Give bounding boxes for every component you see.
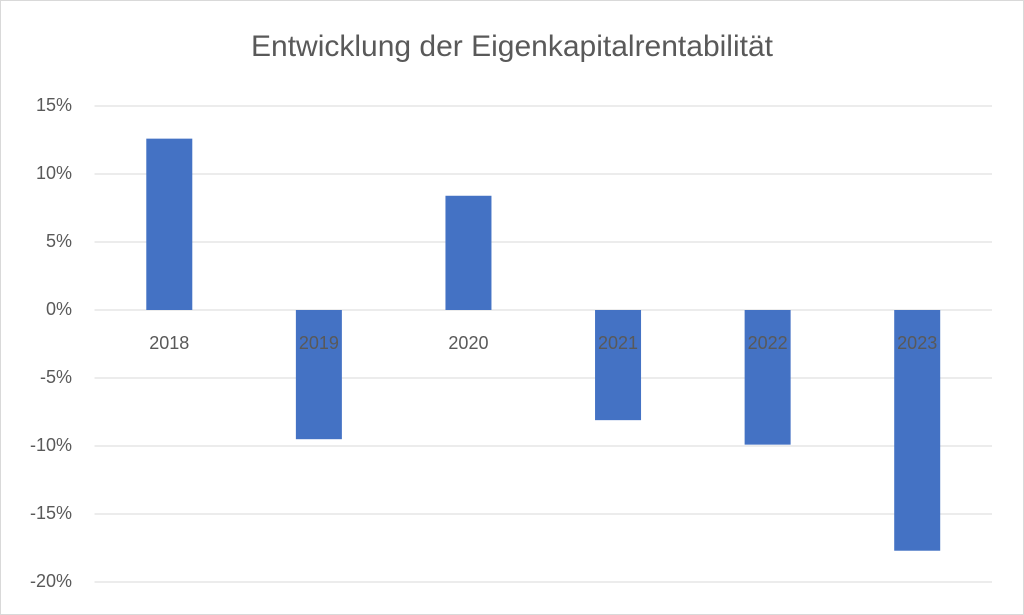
y-tick-label: -10% (30, 435, 72, 455)
x-tick-label: 2023 (897, 333, 937, 353)
x-tick-label: 2021 (598, 333, 638, 353)
y-tick-label: 10% (36, 163, 72, 183)
bar (744, 310, 791, 445)
chart-title: Entwicklung der Eigenkapitalrentabilität (251, 30, 774, 63)
bar (445, 195, 492, 310)
y-tick-label: 0% (46, 299, 72, 319)
x-tick-label: 2022 (748, 333, 788, 353)
y-tick-label: 15% (36, 95, 72, 115)
y-tick-label: 5% (46, 231, 72, 251)
bar (146, 138, 193, 310)
y-tick-label: -5% (40, 367, 72, 387)
bar (894, 310, 941, 551)
y-tick-label: -20% (30, 571, 72, 591)
bar (595, 310, 642, 421)
x-tick-label: 2020 (448, 333, 488, 353)
x-tick-label: 2019 (299, 333, 339, 353)
x-tick-label: 2018 (149, 333, 189, 353)
y-tick-label: -15% (30, 503, 72, 523)
bar (295, 310, 342, 440)
